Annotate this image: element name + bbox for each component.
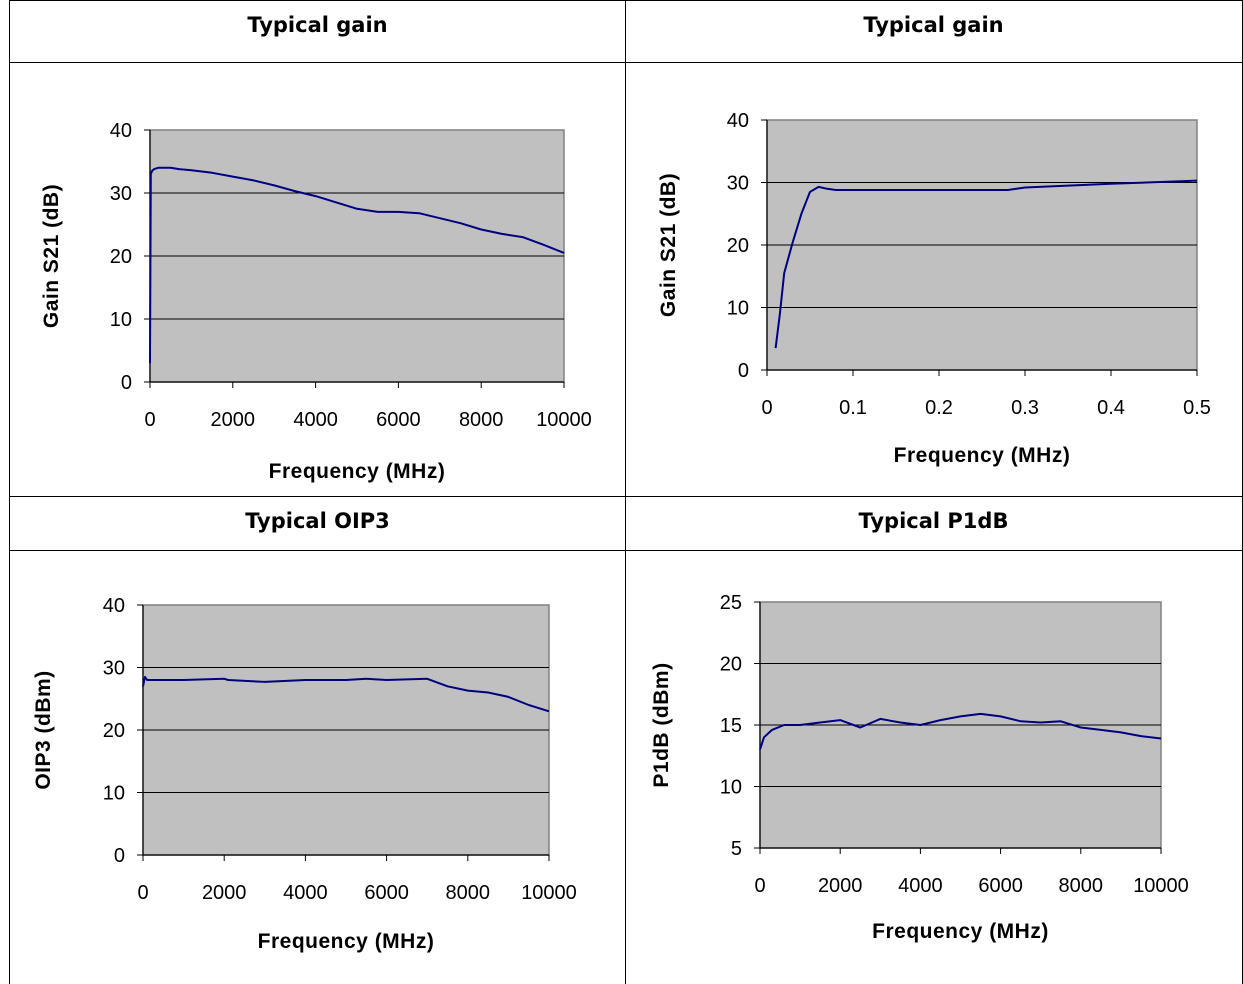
y-tick-label: 30 [103,658,125,680]
series-line-1 [759,712,1162,750]
x-tick-label: 8000 [446,882,491,904]
x-tick-label: 6000 [364,882,409,904]
y-tick-label: 0 [738,360,749,382]
x-tick-label: 4000 [293,409,338,431]
y-tick-label: 10 [727,298,749,320]
y-axis-title: Gain S21 (dB) [40,184,63,328]
chart-2: 0 10 20 30 40 0 0.1 0.2 0.3 0.4 0.5 Frequency (MHz)… [657,110,1211,467]
x-tick-label: 0.1 [839,397,867,419]
y-tick-label: 20 [720,654,742,676]
y-axis-title: OIP3 (dBm) [32,670,55,789]
x-axis-title: Frequency (MHz) [894,444,1071,467]
x-tick-label: 6000 [376,409,421,431]
x-tick-label: 8000 [1059,875,1104,897]
cell-title-oip3: Typical OIP3 [245,509,390,533]
x-axis-title: Frequency (MHz) [872,920,1049,943]
x-tick-label: 0.2 [925,397,953,419]
x-tick-label: 0 [754,875,765,897]
series-line-1 [142,675,550,713]
y-tick-label: 10 [110,309,132,331]
x-axis-title: Frequency (MHz) [258,930,435,953]
y-tick-label: 0 [121,372,132,394]
y-tick-label: 40 [110,120,132,142]
y-tick-label: 40 [727,110,749,132]
x-tick-label: 0.4 [1097,397,1125,419]
y-axis-title: P1dB (dBm) [650,662,673,787]
y-tick-label: 10 [103,783,125,805]
y-tick-label: 20 [110,246,132,268]
series-line-1 [774,179,1198,349]
y-tick-label: 25 [720,592,742,614]
chart-4: 5 10 15 20 25 0 2000 4000 6000 8000 10000 Frequency… [650,592,1189,943]
table-border-left [9,0,10,984]
series-line-1 [149,166,565,364]
x-tick-label: 10000 [536,409,592,431]
y-tick-label: 20 [727,235,749,257]
x-tick-label: 6000 [978,875,1023,897]
y-tick-label: 20 [103,720,125,742]
table-column-divider [625,0,626,984]
chart-3: 0 10 20 30 40 0 2000 4000 6000 8000 10000 Frequency… [32,595,577,953]
x-tick-label: 0 [137,882,148,904]
y-tick-label: 5 [731,838,742,860]
cell-title-gain-wide: Typical gain [247,13,388,37]
x-axis-title: Frequency (MHz) [269,460,446,483]
table-row-divider [9,550,1243,551]
table-row-divider [9,62,1243,63]
y-axis-title: Gain S21 (dB) [657,173,680,317]
y-tick-label: 15 [720,715,742,737]
x-tick-label: 4000 [898,875,943,897]
x-tick-label: 0.5 [1183,397,1211,419]
x-tick-label: 2000 [211,409,256,431]
cell-title-p1db: Typical P1dB [858,509,1009,533]
x-tick-label: 2000 [202,882,247,904]
x-tick-label: 0 [144,409,155,431]
x-tick-label: 8000 [459,409,504,431]
y-tick-label: 40 [103,595,125,617]
cell-title-gain-low: Typical gain [863,13,1004,37]
y-tick-label: 0 [114,845,125,867]
x-tick-label: 2000 [818,875,863,897]
y-tick-label: 30 [110,183,132,205]
x-tick-label: 4000 [283,882,328,904]
x-tick-label: 0 [761,397,772,419]
x-tick-label: 0.3 [1011,397,1039,419]
chart-1: 0 10 20 30 40 0 2000 4000 6000 8000 10000 Frequency… [40,120,592,483]
x-tick-label: 10000 [521,882,577,904]
y-tick-label: 30 [727,173,749,195]
x-tick-label: 10000 [1133,875,1189,897]
table-border-top [9,0,1243,1]
table-row-divider [9,496,1243,497]
y-tick-label: 10 [720,777,742,799]
